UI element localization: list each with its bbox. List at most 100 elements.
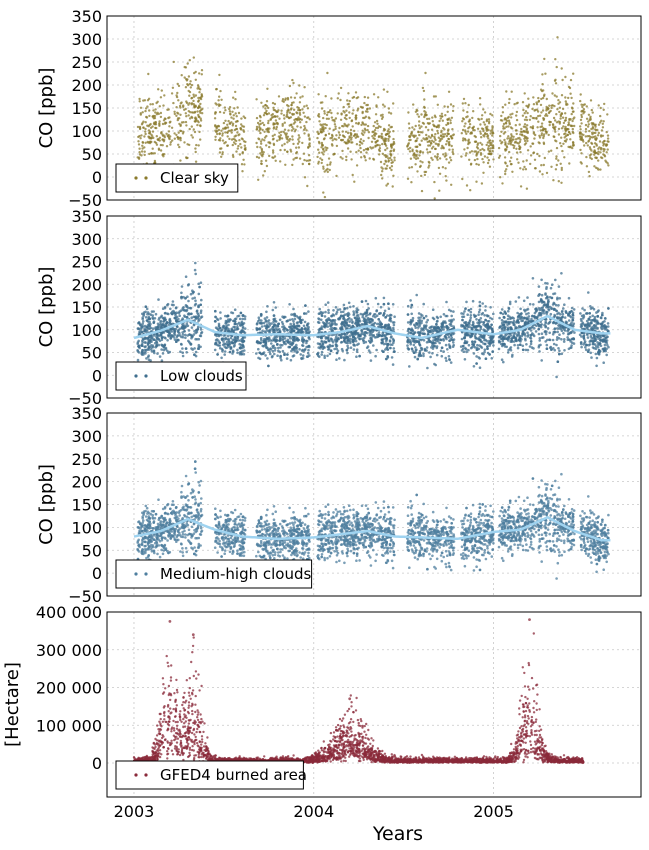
data-point [273, 352, 276, 356]
data-point [184, 112, 187, 115]
data-point [520, 317, 523, 320]
data-point [351, 335, 355, 339]
data-point [445, 158, 448, 161]
data-point [451, 137, 454, 140]
data-point [188, 94, 191, 97]
data-point [528, 118, 532, 122]
data-point [571, 107, 574, 110]
data-point [219, 317, 222, 320]
data-point [409, 138, 412, 142]
data-point [565, 102, 568, 105]
data-point [199, 311, 203, 315]
data-point [187, 339, 190, 343]
data-point [515, 118, 519, 122]
data-point [516, 311, 519, 315]
data-point [221, 139, 225, 142]
data-point [320, 158, 324, 162]
data-point [433, 124, 436, 128]
data-point [345, 306, 349, 310]
data-point [528, 302, 532, 306]
data-point [286, 96, 290, 100]
data-point [596, 134, 600, 137]
data-point [267, 119, 270, 123]
data-point [171, 139, 174, 142]
data-point [462, 97, 466, 101]
data-point [593, 153, 596, 156]
data-point [441, 144, 444, 148]
data-point [260, 101, 263, 105]
data-point [298, 111, 301, 115]
data-point [448, 148, 451, 151]
data-point [289, 358, 293, 362]
data-point [255, 141, 258, 145]
data-point [482, 161, 485, 164]
data-point [597, 131, 600, 135]
data-point [364, 330, 367, 334]
data-point [291, 355, 295, 358]
data-point [317, 114, 320, 117]
data-point [150, 133, 153, 136]
data-point [545, 97, 548, 101]
data-point [503, 127, 506, 130]
data-point [606, 140, 609, 143]
data-point [424, 111, 427, 114]
data-point [272, 151, 275, 154]
data-point [525, 116, 528, 119]
data-point [500, 114, 503, 118]
data-point [305, 104, 308, 107]
data-point [235, 115, 238, 118]
data-point [572, 72, 575, 75]
data-point [437, 136, 440, 139]
data-point [260, 151, 264, 154]
data-point [238, 139, 241, 142]
data-point [159, 149, 163, 152]
y-tick-label: 300 [71, 30, 102, 49]
data-point [343, 111, 346, 114]
data-point [320, 353, 324, 356]
data-point [511, 127, 514, 130]
data-point [466, 146, 469, 150]
data-point [523, 112, 526, 115]
data-point [198, 104, 201, 108]
data-point [411, 316, 415, 320]
data-point [218, 95, 221, 98]
data-point [523, 123, 527, 126]
data-point [567, 319, 571, 322]
data-point [376, 122, 379, 126]
data-point [232, 114, 235, 117]
data-point [187, 75, 191, 78]
data-point [569, 138, 572, 141]
data-point [437, 166, 441, 170]
data-point [199, 102, 202, 106]
data-point [317, 162, 320, 165]
data-point [540, 359, 543, 362]
data-point [515, 129, 518, 132]
data-point [293, 96, 297, 100]
data-point [579, 148, 582, 152]
data-point [271, 308, 275, 312]
data-point [272, 126, 276, 129]
data-point [289, 123, 293, 127]
data-point [144, 341, 147, 344]
data-point [416, 109, 419, 112]
data-point [417, 130, 420, 134]
data-point [153, 116, 157, 120]
data-point [526, 130, 529, 133]
data-point [137, 140, 140, 143]
data-point [169, 307, 172, 311]
data-point [389, 112, 393, 115]
data-point [428, 164, 431, 167]
data-point [200, 69, 204, 72]
data-point [413, 355, 417, 359]
data-point [334, 125, 337, 128]
data-point [562, 121, 566, 125]
data-point [480, 346, 484, 349]
data-point [432, 145, 435, 148]
data-point [258, 114, 262, 118]
data-point [323, 195, 327, 199]
data-point [508, 137, 511, 140]
data-point [272, 301, 276, 304]
data-point [540, 97, 543, 101]
data-point [448, 140, 451, 144]
data-point [193, 130, 197, 134]
